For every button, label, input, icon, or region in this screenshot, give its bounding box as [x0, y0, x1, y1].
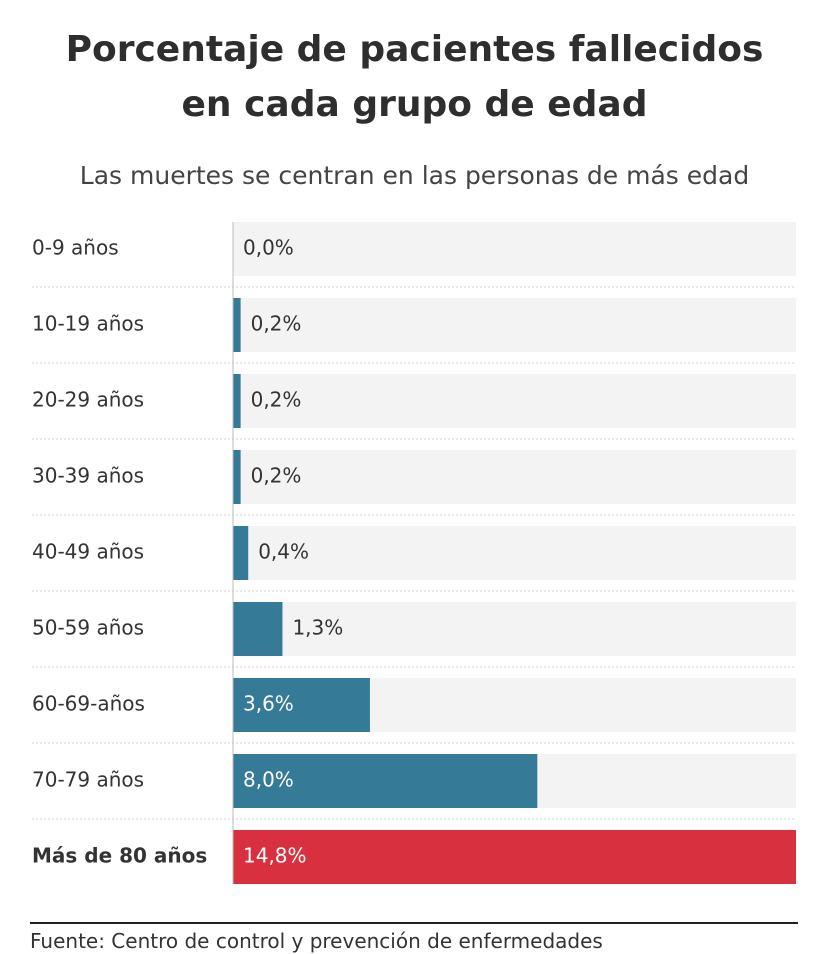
value-label: 0,2% — [251, 388, 302, 412]
category-label: 60-69-años — [32, 692, 145, 716]
bar — [233, 602, 283, 656]
bar-track — [233, 526, 796, 580]
source-note: Fuente: Centro de control y prevención d… — [30, 929, 603, 953]
category-label: 0-9 años — [32, 236, 119, 260]
category-label: 20-29 años — [32, 388, 144, 412]
bar-track — [233, 374, 796, 428]
bar-track — [233, 298, 796, 352]
value-label: 8,0% — [243, 768, 294, 792]
value-label: 3,6% — [243, 692, 294, 716]
chart-subtitle: Las muertes se centran en las personas d… — [79, 161, 750, 190]
value-label: 0,2% — [251, 312, 302, 336]
bar — [233, 830, 796, 884]
value-label: 0,4% — [258, 540, 309, 564]
footer-divider — [30, 922, 798, 924]
bar — [233, 754, 538, 808]
value-label: 0,2% — [251, 464, 302, 488]
bar — [233, 298, 241, 352]
value-label: 1,3% — [292, 616, 343, 640]
category-label: 50-59 años — [32, 616, 144, 640]
bar-track — [233, 450, 796, 504]
bar — [233, 450, 241, 504]
bar — [233, 526, 249, 580]
bar — [233, 374, 241, 428]
category-label: Más de 80 años — [32, 844, 207, 868]
value-label: 0,0% — [243, 236, 294, 260]
category-label: 70-79 años — [32, 768, 144, 792]
category-label: 10-19 años — [32, 312, 144, 336]
bar-track — [233, 602, 796, 656]
value-label: 14,8% — [243, 844, 307, 868]
category-label: 30-39 años — [32, 464, 144, 488]
category-label: 40-49 años — [32, 540, 144, 564]
chart-title: Porcentaje de pacientes fallecidos en ca… — [65, 29, 764, 125]
bar — [233, 678, 370, 732]
bar-track — [233, 222, 796, 276]
bar-chart: 0-9 años 0,0% 10-19 años 0,2% 20-29 años 0,2%… — [32, 222, 796, 884]
